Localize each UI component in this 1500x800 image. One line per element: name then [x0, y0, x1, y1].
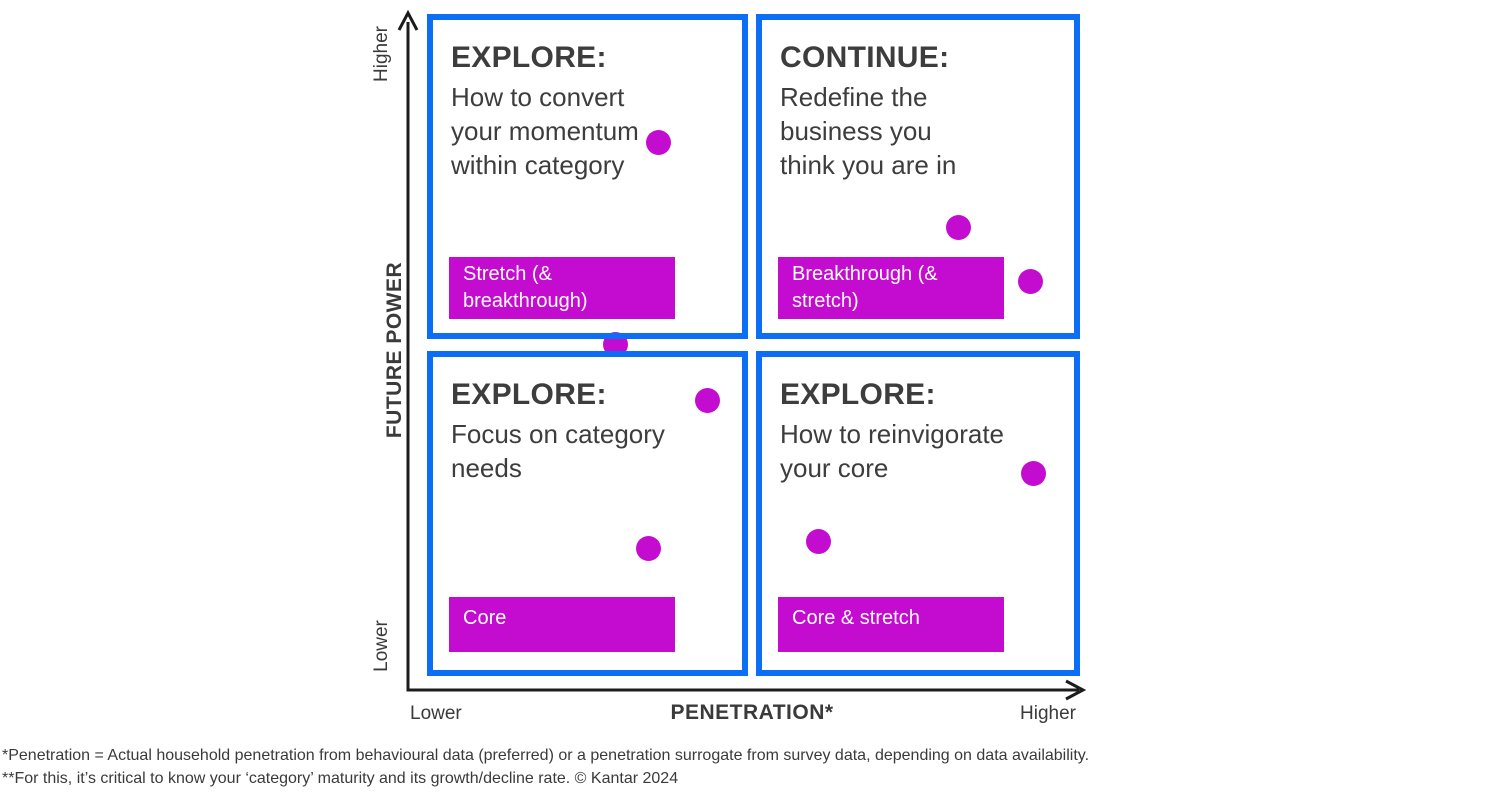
quadrant-body: How to reinvigorate your core: [780, 419, 1004, 483]
quadrant-heading: CONTINUE:: [780, 41, 950, 74]
quadrant-body: How to convert your momentum within cate…: [451, 82, 639, 180]
data-dot: [1020, 460, 1046, 486]
quadrant-bottom-right: EXPLORE: How to reinvigorate your core C…: [756, 351, 1080, 676]
data-dot: [635, 535, 661, 561]
quadrant-top-right: CONTINUE: Redefine the business you thin…: [756, 14, 1080, 339]
tag-stretch-breakthrough: Stretch (& breakthrough): [449, 257, 675, 319]
quadrant-body: Redefine the business you think you are …: [780, 82, 957, 180]
x-axis-arrowhead-icon: [1065, 679, 1087, 701]
quadrant-body: Focus on category needs: [451, 419, 665, 483]
footnotes: *Penetration = Actual household penetrat…: [2, 744, 1089, 790]
footnote-line-1: *Penetration = Actual household penetrat…: [2, 747, 1090, 764]
quadrant-top-left: EXPLORE: How to convert your momentum wi…: [427, 14, 748, 339]
data-dot: [805, 528, 831, 554]
y-axis-higher-label: Higher: [371, 26, 392, 82]
tag-core: Core: [449, 597, 675, 652]
quadrant-bottom-left: EXPLORE: Focus on category needs Core: [427, 351, 748, 676]
y-axis-lower-label: Lower: [371, 620, 392, 672]
tag-core-stretch: Core & stretch: [778, 597, 1004, 652]
tag-breakthrough-stretch: Breakthrough (& stretch): [778, 257, 1004, 319]
data-dot: [694, 387, 720, 413]
quadrant-heading: EXPLORE:: [780, 378, 936, 411]
x-axis-label: PENETRATION*: [670, 701, 834, 724]
quadrant-heading: EXPLORE:: [451, 41, 607, 74]
data-dot: [945, 214, 971, 240]
quadrant-heading: EXPLORE:: [451, 378, 607, 411]
footnote-line-2: **For this, it’s critical to know your ‘…: [2, 770, 679, 787]
y-axis-arrowhead-icon: [397, 9, 419, 31]
x-axis-higher-label: Higher: [1020, 703, 1076, 724]
x-axis-lower-label: Lower: [410, 703, 462, 724]
data-dot: [645, 129, 671, 155]
data-dot: [1017, 268, 1043, 294]
y-axis-label: FUTURE POWER: [383, 261, 406, 439]
